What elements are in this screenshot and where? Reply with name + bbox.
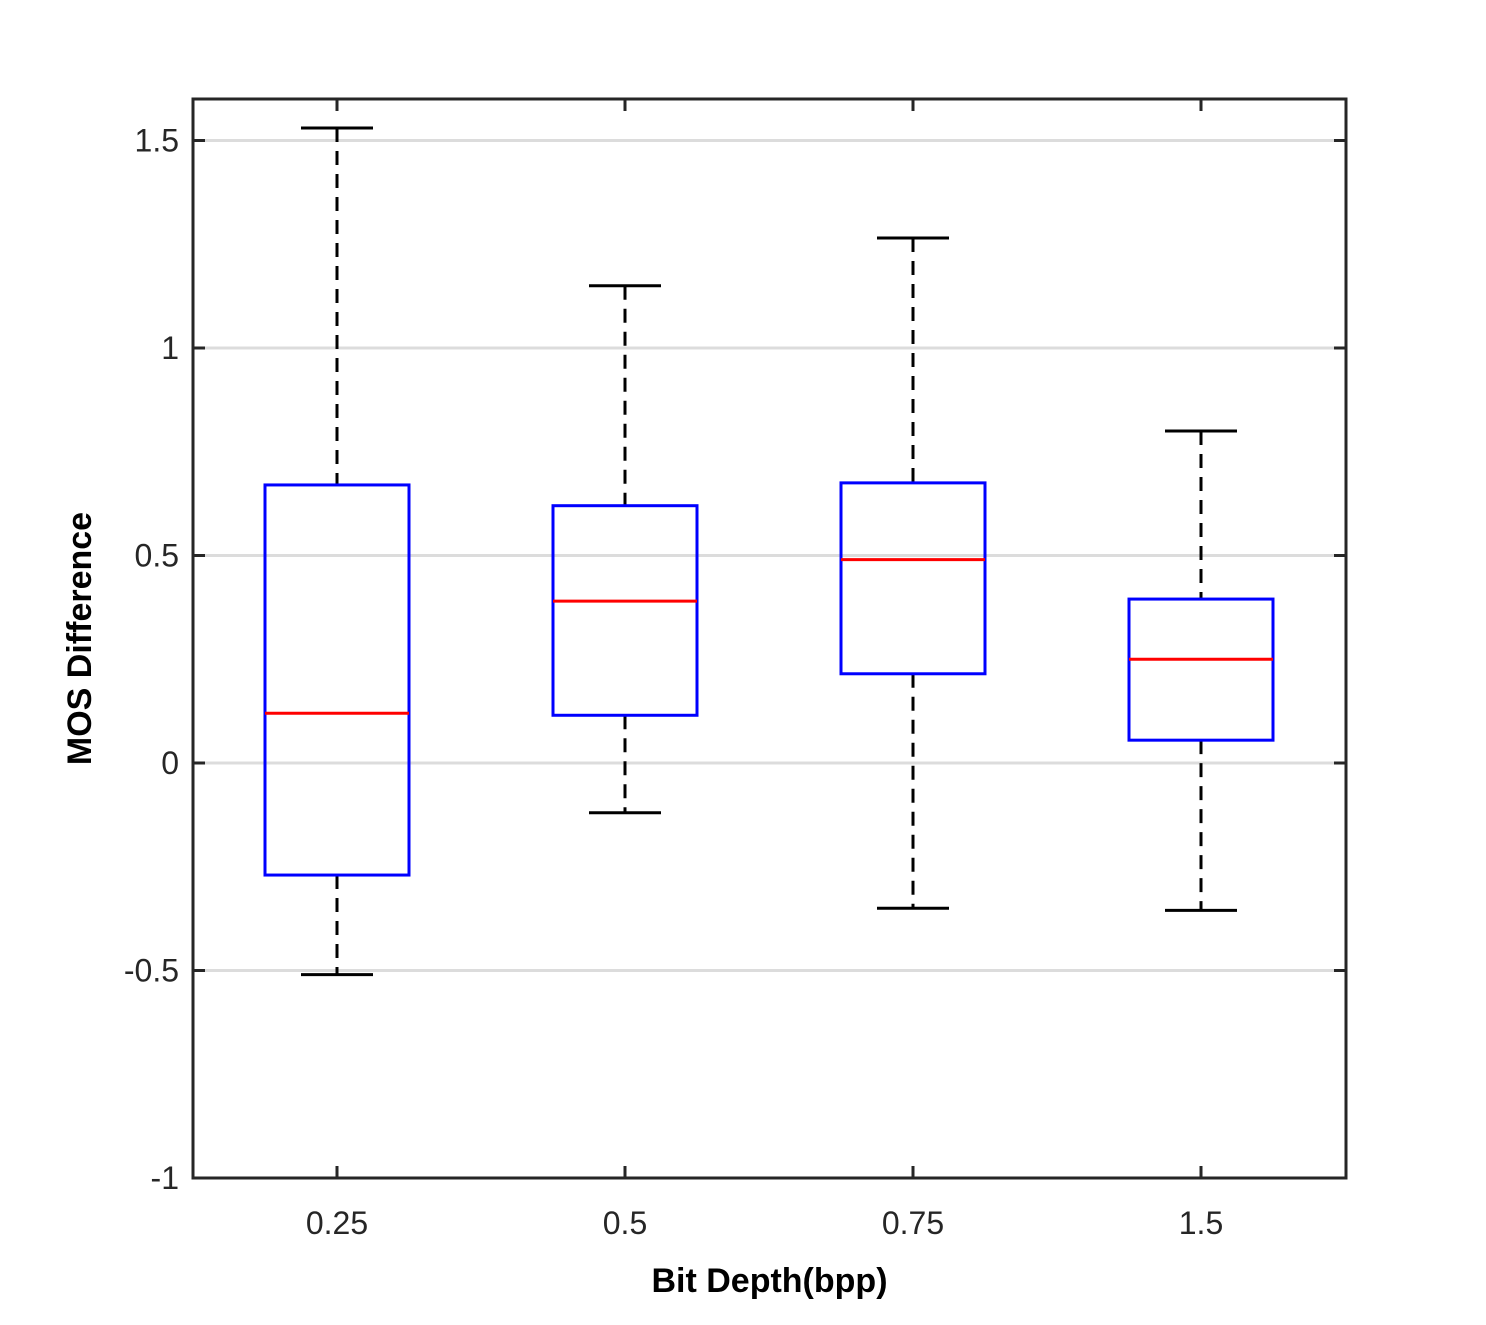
iqr-box [1127, 597, 1275, 742]
x-tick-label: 0.75 [882, 1205, 944, 1241]
box-group [551, 284, 699, 815]
plot-area-frame [191, 97, 1348, 1180]
y-tick-label: -1 [151, 1160, 179, 1196]
axis-ticks [193, 99, 1346, 1180]
iqr-box [551, 504, 699, 717]
box-group [1127, 429, 1275, 912]
y-tick-label: 0 [161, 745, 179, 781]
y-axis-title: MOS Difference [61, 512, 99, 765]
box-series [263, 126, 1275, 977]
iqr-box [263, 483, 411, 877]
grid-lines [193, 139, 1346, 972]
x-tick-label: 0.25 [306, 1205, 368, 1241]
y-tick-label: -0.5 [124, 953, 179, 989]
y-tick-label: 0.5 [135, 538, 179, 574]
y-tick-label: 1.5 [135, 123, 179, 159]
box-group [263, 126, 411, 977]
x-axis-title: Bit Depth(bpp) [651, 1262, 887, 1300]
tick-labels: -1 -0.5 0 0.5 1 1.5 0.25 0.5 0.75 1.5 [124, 123, 1223, 1242]
box-group [839, 236, 987, 910]
x-tick-label: 1.5 [1179, 1205, 1223, 1241]
y-tick-label: 1 [161, 330, 179, 366]
x-tick-label: 0.5 [603, 1205, 647, 1241]
iqr-box [839, 481, 987, 676]
